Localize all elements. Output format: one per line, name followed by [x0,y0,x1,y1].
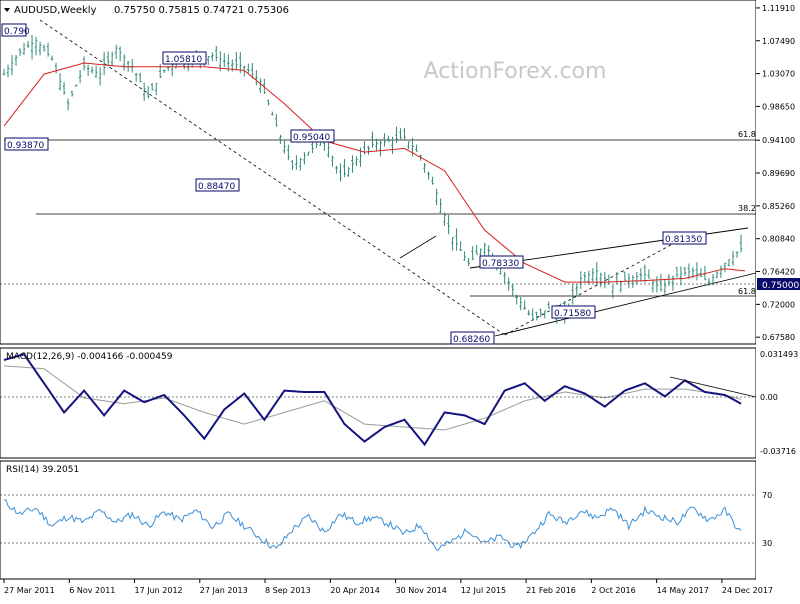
price-tick-label: 0.98650 [762,102,795,111]
x-tick-label: 8 Sep 2013 [265,586,311,595]
svg-text:0.78330: 0.78330 [482,259,519,269]
macd-tick-top: 0.031493 [760,350,798,359]
label-box-0-71580: 0.71580 [551,305,596,319]
svg-text:0.790: 0.790 [4,27,30,37]
macd-title: MACD(12,26,9) -0.004166 -0.000459 [6,352,173,362]
last-price-tag: 0.75000 [757,278,800,291]
x-tick-label: 20 Apr 2014 [330,586,379,595]
x-tick-label: 6 Nov 2011 [69,586,115,595]
moving-average-line [3,62,746,283]
label-box-0-88470: 0.88470 [195,178,240,192]
fib-label-61-8-upper: 61.8 [738,130,756,139]
macd-signal-line [3,365,742,431]
svg-text:1.05810: 1.05810 [165,55,202,65]
flag-line [399,235,437,259]
svg-text:0.71580: 0.71580 [554,309,591,319]
price-tick-label: 0.85260 [762,202,795,211]
fib-label-38-2: 38.2 [738,204,756,213]
svg-text:0.81350: 0.81350 [665,235,702,245]
price-tick-label: 1.03070 [762,70,795,79]
price-tick-label: 0.89690 [762,169,795,178]
x-axis: 27 Mar 2011 6 Nov 2011 17 Jun 2012 27 Jan 2… [3,579,773,595]
x-tick-label: 21 Feb 2016 [526,586,576,595]
rsi-lines [3,499,742,551]
price-tick-label: 0.67580 [762,333,795,342]
rsi-line [3,499,742,551]
x-tick-label: 12 Jul 2015 [461,586,506,595]
price-tick-label: 1.07490 [762,37,795,46]
long-downtrend-line [39,19,506,336]
label-box-0-81350: 0.81350 [662,231,707,245]
label-box-0-95040: 0.95040 [290,129,335,143]
fib-label-61-8-lower: 61.8 [738,287,756,296]
rsi-title: RSI(14) 39.2051 [6,465,79,475]
macd-tick-bottom: -0.03716 [760,447,796,456]
macd-trend-line [669,376,757,398]
svg-text:0.93870: 0.93870 [7,141,44,151]
price-panel-frame [0,0,757,345]
dropdown-triangle-icon [4,8,10,12]
watermark: ActionForex.com [424,59,607,84]
price-tick-label: 0.94100 [762,136,795,145]
macd-line [3,353,742,447]
price-tick-label: 0.80840 [762,235,795,244]
price-lines [3,62,746,283]
price-axis: 1.11910 1.07490 1.03070 0.98650 0.94100 0.896… [756,4,795,342]
x-tick-label: 14 May 2017 [657,586,709,595]
rsi-tick-30: 30 [762,539,772,548]
rsi-tick-70: 70 [762,491,772,500]
price-tick-label: 0.72000 [762,300,795,309]
macd-tick-zero: 0.00 [760,393,778,402]
label-box-0-93870: 0.93870 [4,137,49,151]
price-tick-label: 1.11910 [762,4,795,13]
short-uptrend-line [504,239,681,336]
svg-text:0.75000: 0.75000 [762,281,799,291]
x-tick-label: 27 Mar 2011 [4,586,55,595]
x-tick-label: 17 Jun 2012 [135,586,183,595]
price-tick-label: 0.76420 [762,268,795,277]
ohlc-readout: 0.75750 0.75815 0.74721 0.75306 [114,5,289,16]
svg-text:0.88470: 0.88470 [198,182,235,192]
channel-lower-line [494,272,757,337]
svg-text:0.68260: 0.68260 [453,335,490,345]
price-bars [2,35,743,324]
macd-lines [3,353,742,447]
label-box-0-78330: 0.78330 [479,255,524,269]
rsi-panel-frame [0,460,757,580]
x-tick-label: 27 Jan 2013 [200,586,248,595]
chart-title: AUDUSD,Weekly [14,5,97,16]
label-box-0-68260: 0.68260 [450,331,495,345]
x-tick-label: 2 Oct 2016 [591,586,635,595]
x-tick-label: 30 Nov 2014 [396,586,447,595]
x-tick-label: 24 Dec 2017 [722,586,773,595]
label-box-1-05810: 1.05810 [162,51,207,65]
label-box-0790: 0.790 [1,23,30,37]
svg-text:0.95040: 0.95040 [293,133,330,143]
